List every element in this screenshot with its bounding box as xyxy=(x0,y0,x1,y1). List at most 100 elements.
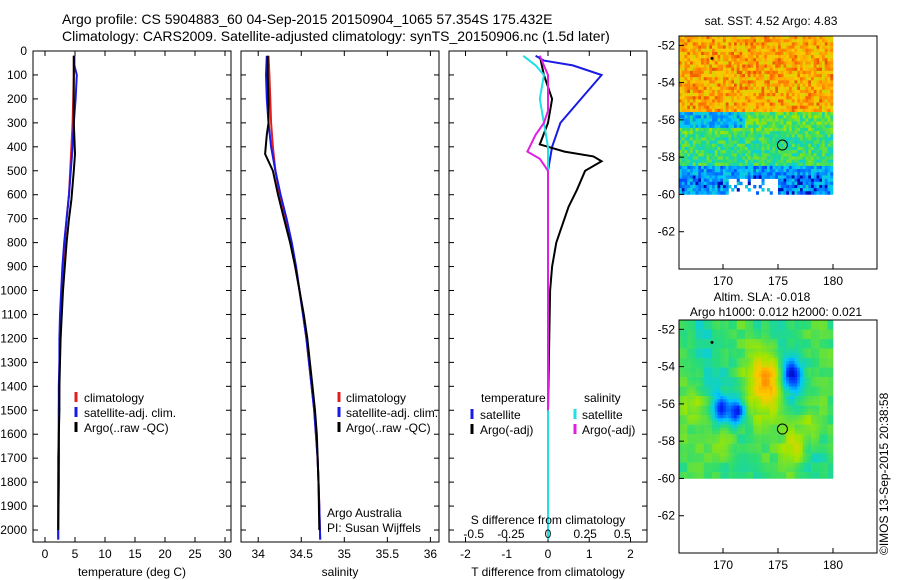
map-cell xyxy=(714,58,718,62)
map-cell xyxy=(819,191,823,195)
map-cell xyxy=(701,358,705,362)
map-cell xyxy=(800,134,804,138)
map-cell xyxy=(679,351,683,356)
map-cell xyxy=(761,86,765,91)
map-cell xyxy=(736,456,740,460)
map-cell xyxy=(830,64,834,68)
map-cell xyxy=(728,405,732,410)
map-cell xyxy=(723,131,727,135)
map-cell xyxy=(750,339,754,343)
map-cell xyxy=(720,156,724,160)
map-cell xyxy=(701,415,705,419)
map-cell xyxy=(783,345,787,349)
map-cell xyxy=(717,453,721,457)
map-cell xyxy=(769,446,773,451)
map-cell xyxy=(739,335,743,340)
map-cell xyxy=(728,80,732,84)
map-cell xyxy=(712,67,716,72)
map-cell xyxy=(819,89,823,94)
map-cell xyxy=(750,326,754,330)
map-cell xyxy=(753,456,757,460)
map-cell xyxy=(786,370,790,375)
map-cell xyxy=(769,140,773,145)
map-cell xyxy=(758,169,762,173)
salinity-panel: 34 34.5 35 35.5 36salinityclimatologysatelli… xyxy=(240,50,440,579)
map-cell xyxy=(753,440,757,444)
map-cell xyxy=(701,418,705,422)
map-cell xyxy=(690,326,694,330)
map-cell xyxy=(769,61,773,65)
map-cell xyxy=(731,335,735,340)
map-cell xyxy=(695,39,699,43)
map-cell xyxy=(681,102,685,107)
map-cell xyxy=(767,411,771,416)
map-cell xyxy=(739,165,743,170)
map-cell xyxy=(786,153,790,157)
map-cell xyxy=(747,348,751,352)
map-cell xyxy=(728,45,732,49)
map-cell xyxy=(783,396,787,400)
map-cell xyxy=(692,351,696,356)
map-cell xyxy=(756,389,760,394)
map-cell xyxy=(681,462,685,467)
map-cell xyxy=(712,411,716,416)
map-cell xyxy=(761,459,765,463)
map-cell xyxy=(734,396,738,400)
map-cell xyxy=(775,446,779,451)
map-cell xyxy=(717,475,721,479)
map-cell xyxy=(717,159,721,164)
map-cell xyxy=(695,462,699,467)
map-cell xyxy=(712,175,716,179)
map-cell xyxy=(778,399,782,403)
map-cell xyxy=(679,462,683,467)
map-cell xyxy=(717,156,721,160)
map-cell xyxy=(701,105,705,110)
map-cell xyxy=(789,178,793,183)
map-cell xyxy=(786,392,790,397)
map-cell xyxy=(775,99,779,103)
map-cell xyxy=(813,102,817,107)
map-cell xyxy=(813,61,817,65)
map-cell xyxy=(709,146,713,151)
map-cell xyxy=(734,446,738,451)
map-cell xyxy=(734,354,738,359)
map-cell xyxy=(728,39,732,43)
map-cell xyxy=(706,39,710,43)
map-cell xyxy=(739,124,743,129)
map-cell xyxy=(764,112,768,116)
map-cell xyxy=(797,115,801,119)
map-cell xyxy=(712,415,716,419)
map-cell xyxy=(789,140,793,145)
map-cell xyxy=(772,175,776,179)
map-cell xyxy=(687,58,691,62)
map-cell xyxy=(778,70,782,75)
map-cell xyxy=(786,67,790,72)
map-cell xyxy=(695,115,699,119)
map-cell xyxy=(747,323,751,327)
map-cell xyxy=(703,99,707,103)
map-cell xyxy=(780,392,784,397)
map-cell xyxy=(830,181,834,186)
map-cell xyxy=(756,351,760,356)
map-cell xyxy=(745,140,749,145)
map-cell xyxy=(791,131,795,135)
map-cell xyxy=(816,48,820,53)
map-cell xyxy=(753,55,757,59)
map-cell xyxy=(750,70,754,75)
map-cell xyxy=(698,320,702,324)
map-cell xyxy=(739,354,743,359)
map-cell xyxy=(728,320,732,324)
map-cell xyxy=(731,127,735,132)
map-cell xyxy=(758,86,762,91)
map-cell xyxy=(723,351,727,356)
map-cell xyxy=(775,361,779,365)
map-cell xyxy=(706,323,710,327)
map-cell xyxy=(714,115,718,119)
map-cell xyxy=(758,137,762,141)
map-cell xyxy=(783,42,787,46)
map-cell xyxy=(728,329,732,333)
map-cell xyxy=(802,127,806,132)
map-cell xyxy=(687,345,691,349)
map-cell xyxy=(758,386,762,391)
map-cell xyxy=(742,339,746,343)
